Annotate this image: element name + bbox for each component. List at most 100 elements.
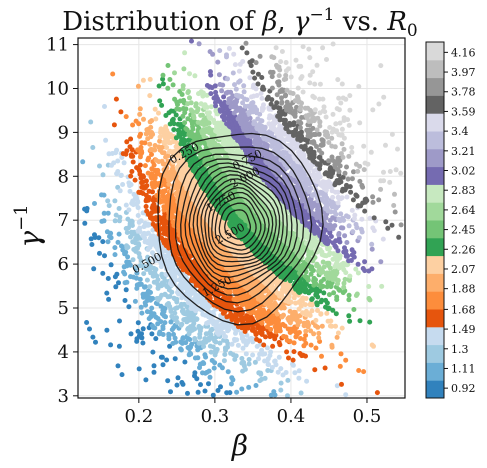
scatter-point — [174, 382, 180, 388]
scatter-point — [142, 235, 147, 241]
scatter-point — [195, 355, 201, 361]
scatter-point — [259, 347, 265, 353]
scatter-point — [127, 188, 133, 194]
scatter-point — [106, 296, 112, 302]
scatter-point — [356, 368, 362, 373]
scatter-point — [194, 316, 200, 322]
scatter-point — [296, 330, 302, 335]
scatter-point — [160, 324, 166, 329]
scatter-point — [305, 319, 311, 325]
scatter-point — [187, 350, 193, 356]
scatter-point — [138, 144, 144, 150]
scatter-point — [123, 287, 129, 293]
scatter-point — [156, 83, 162, 89]
scatter-point — [239, 356, 245, 361]
scatter-point — [105, 198, 111, 204]
scatter-point — [275, 369, 281, 375]
scatter-point — [151, 363, 157, 369]
scatter-point — [171, 331, 176, 337]
scatter-point — [112, 245, 118, 251]
scatter-point — [285, 377, 291, 383]
scatter-point — [280, 321, 286, 327]
scatter-point — [150, 250, 155, 256]
scatter-point — [339, 381, 344, 387]
scatter-point — [136, 121, 142, 127]
title-comma: , — [277, 7, 294, 37]
scatter-point — [165, 85, 171, 91]
scatter-point — [126, 225, 131, 231]
scatter-point — [143, 178, 149, 184]
scatter-point — [276, 340, 282, 345]
scatter-point — [150, 349, 156, 355]
scatter-point — [147, 76, 153, 82]
scatter-point — [192, 336, 198, 341]
scatter-point — [228, 381, 234, 387]
scatter-point — [260, 307, 266, 313]
title-r-sub: 0 — [407, 21, 418, 41]
scatter-point — [208, 349, 214, 355]
scatter-point — [122, 271, 128, 277]
scatter-point — [157, 98, 163, 104]
scatter-point — [268, 392, 274, 398]
scatter-point — [149, 305, 155, 311]
scatter-point — [165, 378, 171, 384]
scatter-point — [215, 388, 221, 393]
scatter-point — [104, 290, 110, 296]
scatter-point — [90, 145, 96, 150]
scatter-point — [233, 353, 239, 359]
scatter-point — [170, 116, 176, 122]
scatter-point — [234, 389, 240, 395]
scatter-point — [108, 235, 114, 241]
scatter-point — [182, 359, 188, 365]
scatter-point — [343, 357, 349, 363]
scatter-point — [146, 155, 152, 161]
scatter-point — [115, 158, 121, 164]
scatter-point — [222, 352, 228, 357]
scatter-point — [147, 93, 153, 99]
scatter-point — [296, 375, 302, 381]
scatter-point — [357, 318, 363, 324]
scatter-point — [172, 310, 178, 316]
scatter-point — [138, 281, 144, 287]
scatter-point — [135, 205, 141, 211]
scatter-point — [303, 308, 309, 314]
scatter-point — [290, 357, 296, 363]
scatter-point — [319, 353, 324, 359]
scatter-point — [115, 169, 121, 174]
scatter-point — [126, 207, 132, 213]
scatter-point — [367, 319, 373, 325]
chart-title: Distribution of β, γ−1 vs. R0 — [62, 5, 417, 41]
scatter-point — [309, 308, 315, 314]
title-gamma: γ — [294, 7, 310, 37]
scatter-point — [291, 349, 297, 355]
scatter-point — [337, 363, 343, 369]
scatter-points — [80, 38, 404, 399]
scatter-point — [272, 300, 278, 306]
scatter-point — [159, 271, 165, 277]
scatter-point — [189, 341, 195, 347]
scatter-point — [84, 320, 90, 325]
scatter-point — [156, 110, 161, 116]
scatter-point — [173, 112, 179, 118]
scatter-point — [256, 356, 261, 362]
scatter-point — [139, 148, 144, 154]
scatter-point — [142, 140, 148, 146]
scatter-point — [162, 306, 168, 312]
scatter-point — [137, 168, 143, 174]
scatter-point — [125, 244, 131, 250]
scatter-point — [174, 296, 180, 302]
scatter-point — [303, 296, 309, 301]
grid — [78, 38, 405, 398]
scatter-point — [149, 331, 155, 337]
scatter-point — [128, 182, 134, 188]
scatter-point — [154, 273, 160, 279]
scatter-point — [152, 325, 158, 331]
scatter-point — [238, 331, 244, 337]
scatter-point — [262, 375, 268, 381]
scatter-point — [228, 311, 234, 317]
scatter-point — [266, 362, 272, 368]
scatter-point — [264, 345, 270, 351]
scatter-point — [138, 131, 143, 137]
scatter-point — [140, 173, 146, 179]
